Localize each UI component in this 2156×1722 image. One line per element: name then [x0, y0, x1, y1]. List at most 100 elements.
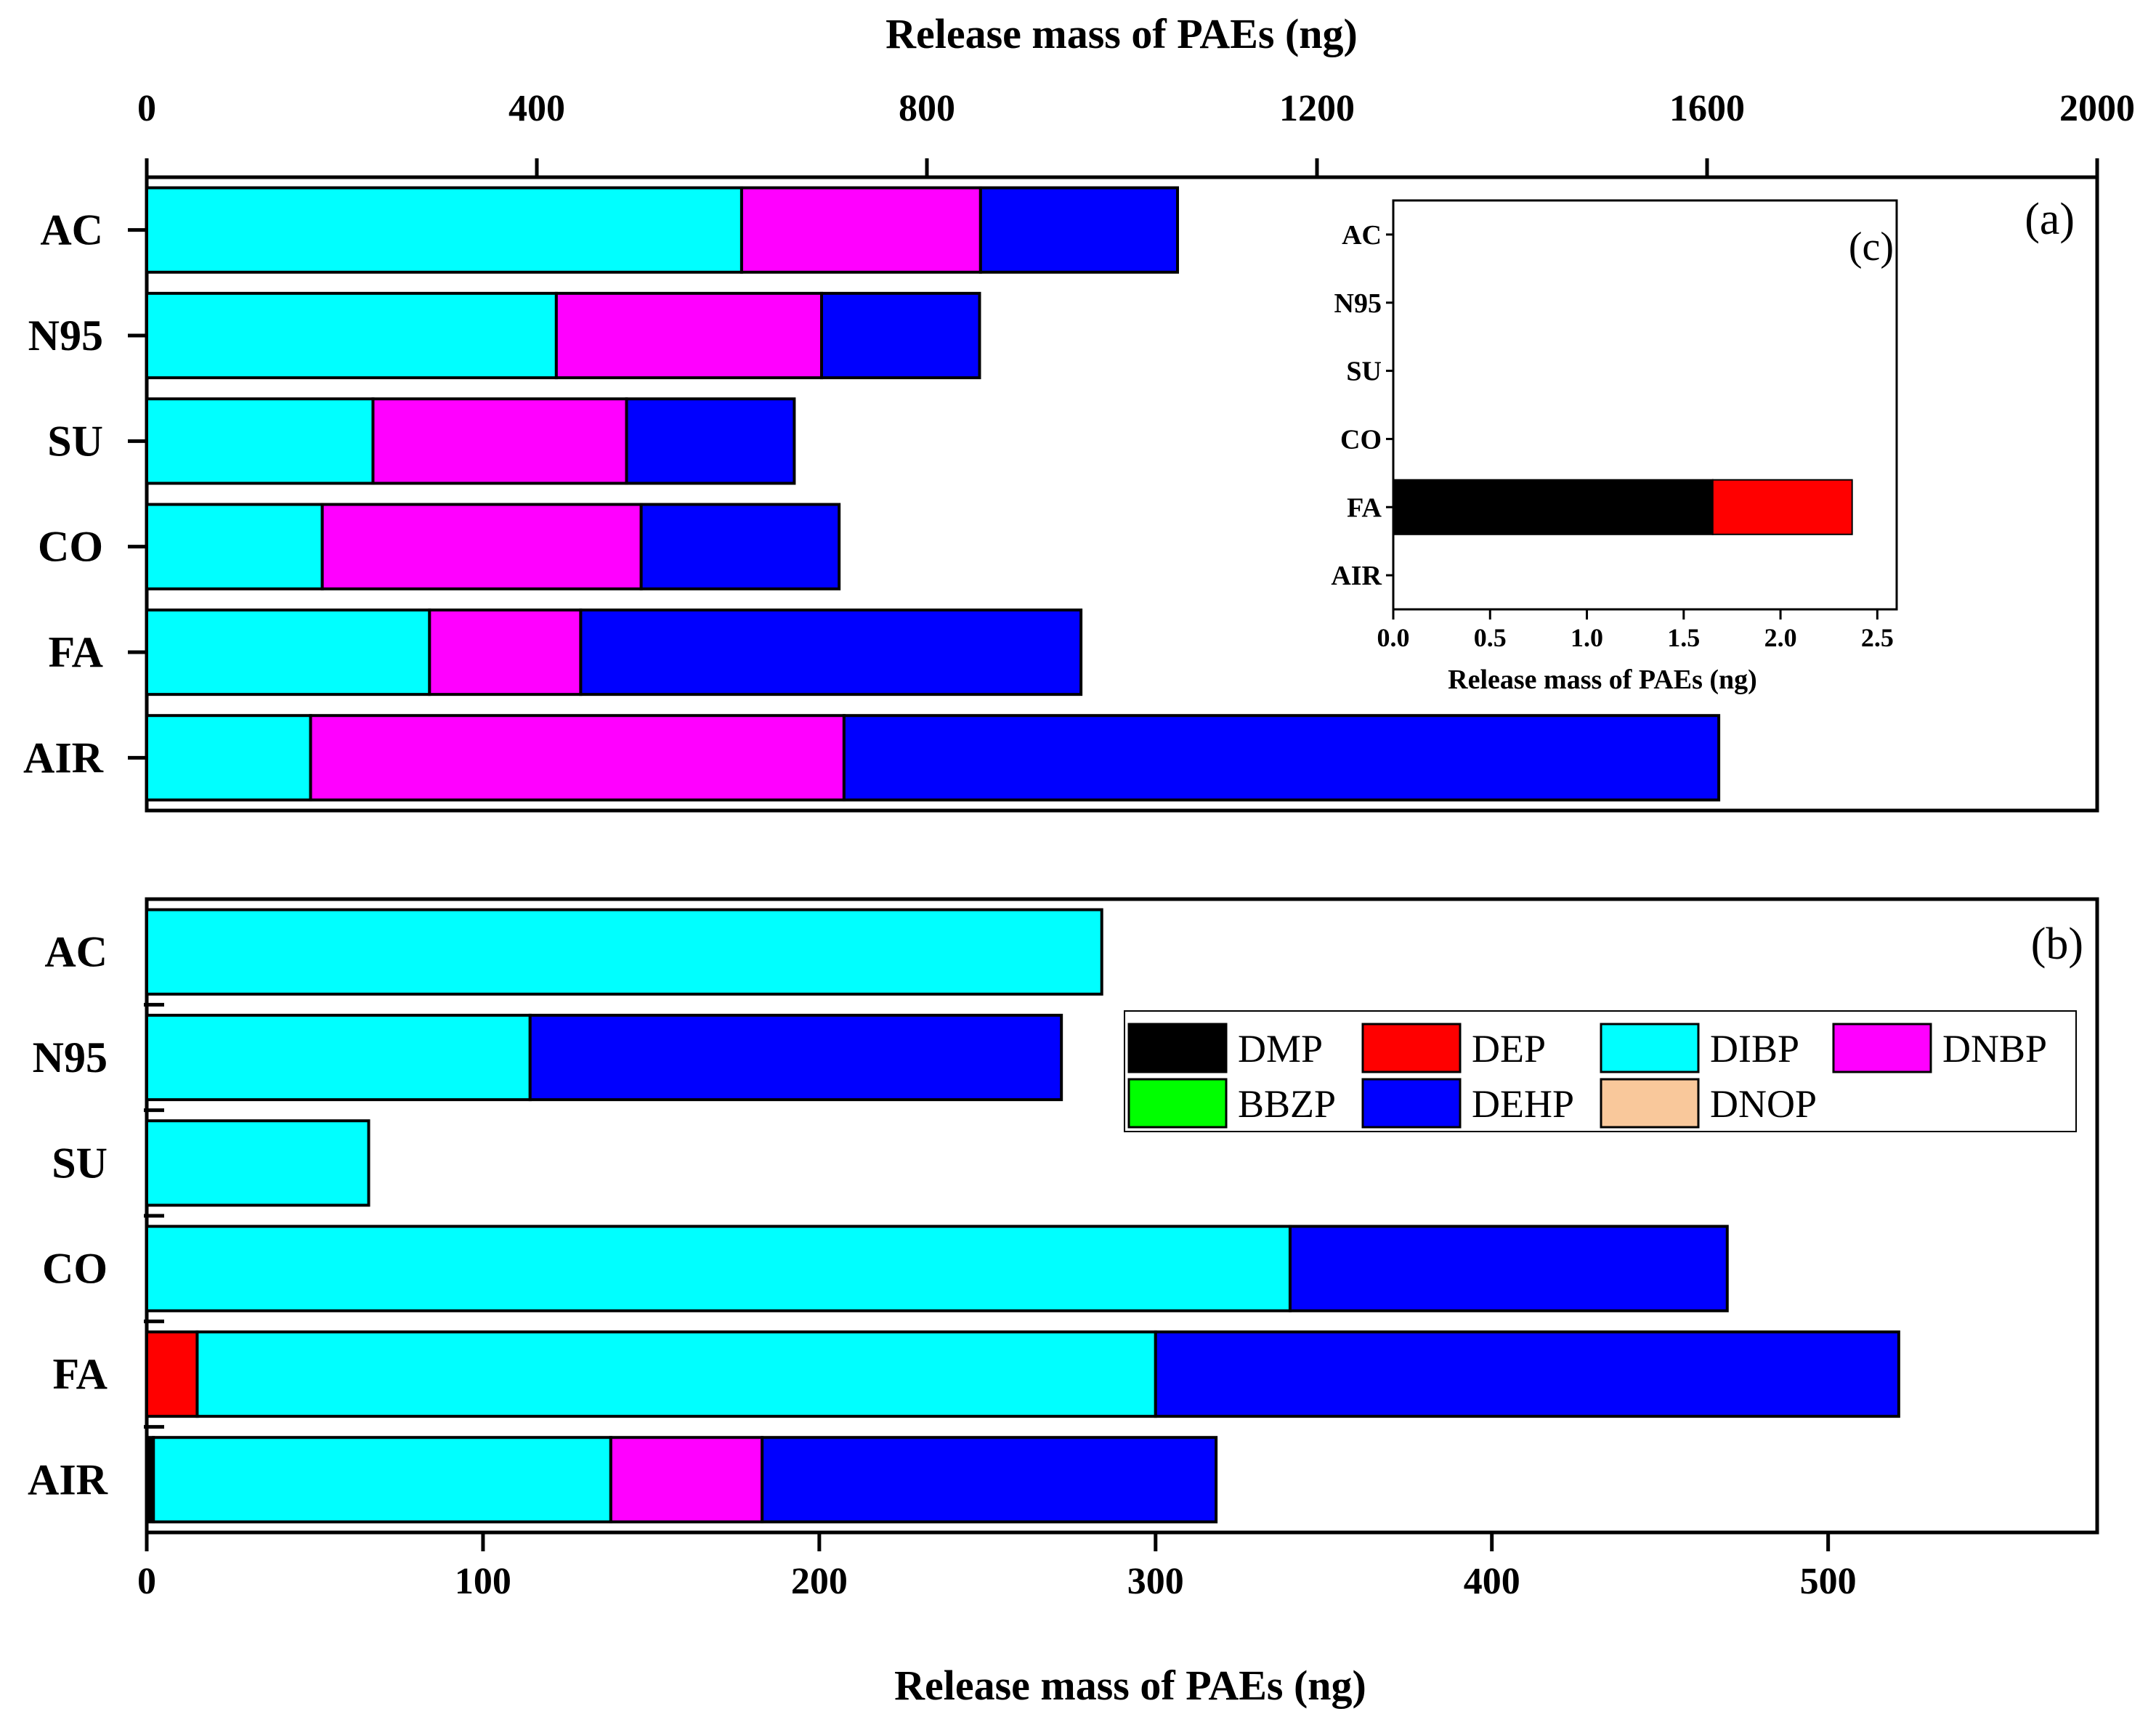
legend-label-dep: DEP	[1472, 1027, 1546, 1071]
c-category-label: AIR	[1331, 561, 1382, 591]
b-bar-fa-dibp	[195, 1330, 1157, 1418]
c-x-tick-label: 0.5	[1474, 623, 1507, 652]
a-category-label: FA	[48, 628, 103, 676]
a-bar-fa-dnbp	[428, 608, 583, 696]
b-category-label: N95	[33, 1033, 108, 1081]
panel-a-x-axis-label: Release mass of PAEs (ng)	[885, 10, 1358, 57]
b-x-tick-label: 0	[137, 1561, 156, 1602]
a-bar-ac-dehp	[978, 186, 1180, 274]
a-bar-su-dnbp	[371, 397, 628, 485]
legend-swatch-dibp	[1600, 1023, 1700, 1073]
legend-label-dibp: DIBP	[1710, 1027, 1799, 1071]
panel-c-x-axis-label: Release mass of PAEs (ng)	[1448, 665, 1757, 695]
panel-a-bars	[145, 186, 1721, 802]
panel-a-category-labels: AC N95 SU CO FA AIR	[23, 206, 147, 781]
b-bar-n95-dehp	[528, 1013, 1063, 1102]
panel-a: Release mass of PAEs (ng) 0 400 800 1200 160…	[23, 10, 2135, 813]
a-bar-ac-dibp	[145, 186, 743, 274]
b-bar-air-dibp	[152, 1436, 612, 1524]
b-category-label: SU	[52, 1139, 108, 1187]
b-category-label: FA	[52, 1350, 108, 1398]
a-bar-air-dnbp	[309, 714, 846, 802]
a-x-tick-label: 0	[137, 88, 156, 129]
legend: DMP DEP DIBP DNBP BBZP DEHP DNOP	[1124, 1010, 2077, 1132]
b-bar-ac-dibp	[145, 908, 1103, 996]
panel-c-label: (c)	[1849, 224, 1894, 269]
a-bar-n95-dnbp	[554, 291, 824, 380]
c-x-tick-label: 2.5	[1861, 623, 1894, 652]
a-x-tick-label: 800	[899, 88, 955, 129]
a-x-tick-label: 1200	[1279, 88, 1355, 129]
c-x-tick-label: 0.0	[1377, 623, 1410, 652]
a-bar-n95-dibp	[145, 291, 558, 380]
a-x-tick-label: 2000	[2059, 88, 2135, 129]
panel-b-x-axis-label: Release mass of PAEs (ng)	[894, 1662, 1366, 1709]
c-bar-fa-dmp	[1393, 479, 1714, 535]
a-bar-ac-dnbp	[739, 186, 982, 274]
panel-c-frame	[1392, 199, 1898, 611]
legend-swatch-dnop	[1600, 1078, 1700, 1129]
b-x-tick-label: 300	[1127, 1561, 1184, 1602]
b-x-tick-label: 400	[1464, 1561, 1520, 1602]
c-x-tick-label: 1.5	[1667, 623, 1700, 652]
a-bar-fa-dehp	[579, 608, 1083, 696]
panel-a-frame	[145, 175, 2099, 813]
b-category-label: CO	[42, 1245, 108, 1293]
b-bar-fa-dep	[145, 1330, 199, 1418]
a-bar-co-dibp	[145, 503, 324, 590]
a-category-label: CO	[38, 523, 103, 571]
a-bar-fa-dibp	[145, 608, 431, 696]
legend-label-dnop: DNOP	[1710, 1082, 1817, 1126]
panel-c-category-labels: AC N95 SU CO FA AIR	[1331, 220, 1393, 591]
legend-swatch-dnbp	[1832, 1023, 1932, 1073]
b-category-label: AIR	[28, 1455, 108, 1503]
b-x-tick-label: 500	[1800, 1561, 1857, 1602]
panel-b-bars	[145, 908, 1900, 1524]
c-category-label: CO	[1340, 424, 1382, 455]
a-bar-su-dibp	[145, 397, 375, 485]
a-category-label: AC	[40, 206, 103, 254]
a-bar-co-dehp	[639, 503, 841, 590]
panel-b: 0 100 200 300 400 500 AC N95 SU CO FA AIR (b) Rele…	[28, 897, 2099, 1709]
panel-b-label: (b)	[2031, 919, 2083, 969]
a-x-tick-label: 400	[508, 88, 565, 129]
panel-c-bars	[1393, 479, 1853, 535]
legend-label-dnbp: DNBP	[1942, 1027, 2047, 1071]
panel-b-x-ticks: 0 100 200 300 400 500	[137, 1532, 1857, 1602]
a-bar-n95-dehp	[820, 291, 981, 380]
legend-swatch-dehp	[1361, 1078, 1462, 1129]
c-bar-fa-dep	[1711, 479, 1853, 535]
panel-c-x-ticks: 0.0 0.5 1.0 1.5 2.0 2.5	[1377, 609, 1894, 652]
panel-b-category-labels: AC N95 SU CO FA AIR	[28, 928, 164, 1503]
c-category-label: SU	[1346, 357, 1382, 387]
b-x-tick-label: 200	[791, 1561, 848, 1602]
panel-a-x-ticks: 0 400 800 1200 1600 2000	[137, 88, 2135, 177]
b-bar-air-dehp	[761, 1436, 1218, 1524]
b-bar-n95-dibp	[145, 1013, 532, 1102]
b-bar-fa-dehp	[1154, 1330, 1900, 1418]
c-x-tick-label: 1.0	[1571, 623, 1603, 652]
legend-swatch-dep	[1361, 1023, 1462, 1073]
c-x-tick-label: 2.0	[1764, 623, 1797, 652]
b-bar-air-dnbp	[609, 1436, 764, 1524]
legend-swatch-bbzp	[1127, 1078, 1228, 1129]
b-bar-su-dibp	[145, 1119, 370, 1207]
legend-label-dmp: DMP	[1238, 1027, 1323, 1071]
c-category-label: N95	[1334, 288, 1382, 319]
a-category-label: AIR	[23, 734, 104, 781]
c-category-label: FA	[1347, 492, 1382, 523]
a-bar-air-dibp	[145, 714, 312, 802]
b-category-label: AC	[44, 928, 108, 976]
legend-label-dehp: DEHP	[1472, 1082, 1574, 1126]
legend-swatch-dmp	[1127, 1023, 1228, 1073]
b-bar-co-dibp	[145, 1225, 1292, 1312]
legend-label-bbzp: BBZP	[1238, 1082, 1336, 1126]
a-bar-co-dnbp	[320, 503, 643, 590]
a-category-label: N95	[28, 312, 103, 360]
b-x-tick-label: 100	[455, 1561, 511, 1602]
a-bar-su-dehp	[625, 397, 796, 485]
panel-a-label: (a)	[2025, 195, 2075, 244]
c-category-label: AC	[1342, 220, 1382, 251]
a-x-tick-label: 1600	[1669, 88, 1745, 129]
